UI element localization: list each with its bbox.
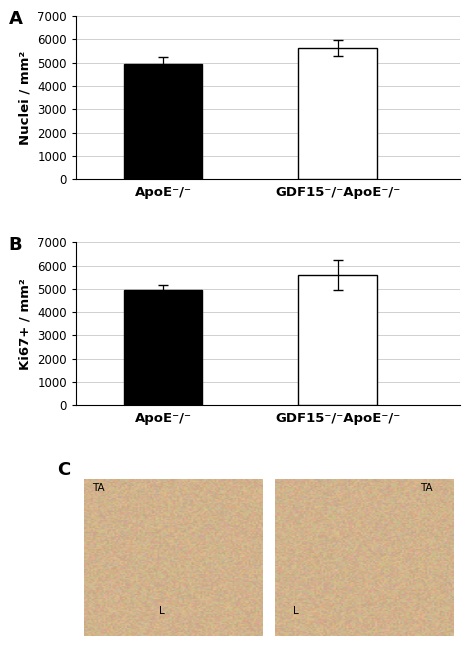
Bar [124, 290, 202, 405]
Y-axis label: Ki67+ / mm²: Ki67+ / mm² [18, 278, 32, 370]
Text: C: C [57, 461, 70, 479]
Bar [298, 275, 377, 405]
Text: A: A [9, 10, 23, 28]
Bar [298, 48, 377, 179]
Bar [124, 64, 202, 179]
Text: B: B [9, 236, 22, 254]
Y-axis label: Nuclei / mm²: Nuclei / mm² [18, 50, 32, 145]
